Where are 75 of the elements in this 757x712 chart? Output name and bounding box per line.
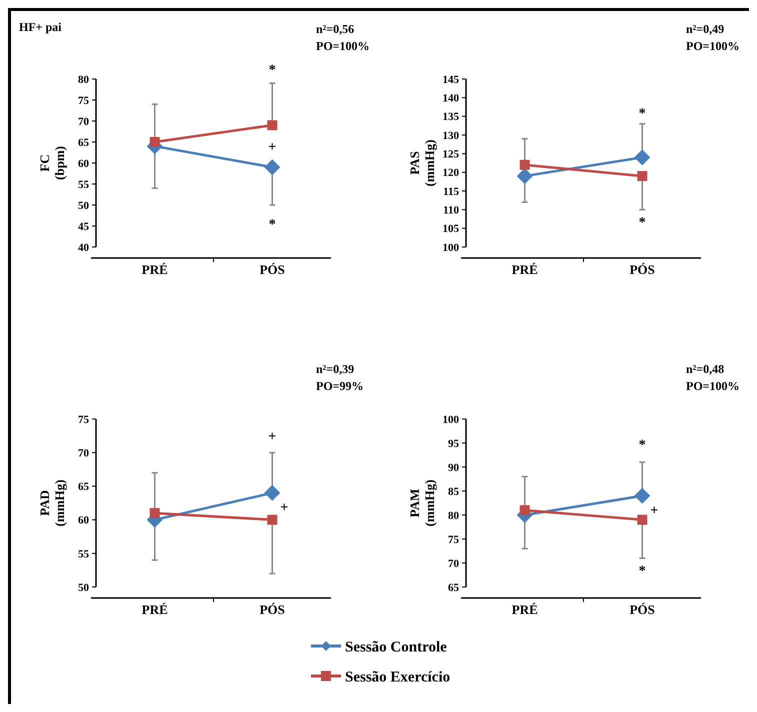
point [637,514,648,525]
x-tick-label: PÓS [630,262,655,277]
y-tick-label: 80 [448,510,460,522]
annotation: + [268,430,276,445]
point [264,484,280,501]
x-tick-label: PÓS [260,262,285,277]
point [264,159,280,176]
annotation: * [638,216,646,231]
x-tick-label: PRÉ [512,262,538,277]
y-tick-label: 60 [78,158,90,170]
y-tick-label: 70 [78,447,90,460]
point [634,488,650,504]
text: * [268,62,276,78]
y-tick-label: 50 [78,200,90,212]
y-tick-label: 75 [448,534,460,546]
y-tick-label: 65 [78,481,90,494]
y-axis-title: PAS (mmHg) [407,140,437,186]
y-tick-label: 95 [448,438,460,450]
y-tick-label: 135 [442,111,460,124]
y-tick-label: 115 [443,186,460,198]
annotation: + [268,140,276,156]
y-tick-label: 120 [442,167,460,180]
point [150,137,160,147]
y-tick-label: 70 [78,116,90,128]
y-axis-title: PAD (mmHg) [37,480,67,526]
y-tick-label: 90 [448,462,460,474]
y-axis-title: PAM (mmHg) [407,480,437,526]
point [267,120,278,130]
y-tick-label: 40 [78,242,90,254]
x-tick-label: PRÉ [142,262,168,277]
annotation: * [638,106,646,122]
y-tick-label: 100 [442,414,460,426]
y-tick-label: 75 [78,94,90,107]
y-tick-label: 55 [78,548,90,560]
y-tick-label: 65 [78,136,90,149]
annotation: * [638,438,646,454]
y-tick-label: 110 [443,204,460,217]
y-tick-label: 45 [78,220,90,233]
annotation: * [268,217,276,232]
y-axis-title: FC (bpm) [37,146,67,180]
y-tick-label: 125 [442,148,460,161]
text: n²=0,48 PO=100% [686,362,740,393]
y-tick-label: 60 [78,514,90,527]
x-tick-label: PÓS [260,602,285,617]
annotation: + [650,504,658,519]
x-tick-label: PRÉ [142,602,168,617]
point [520,505,530,516]
text: HF+ pai [19,20,62,34]
y-tick-label: 65 [448,582,460,594]
text: n²=0,56 PO=100% [316,22,370,53]
point [150,508,160,518]
point [520,160,530,170]
text: n²=0,39 PO=99% [316,362,364,393]
annotation: + [280,500,288,516]
legend-label: Sessão Exercício [345,669,450,686]
annotation: * [638,564,646,580]
legend-label: Sessão Controle [345,639,448,656]
y-tick-label: 70 [448,558,460,570]
y-tick-label: 50 [78,582,90,594]
point [267,514,278,525]
point [637,171,648,182]
x-tick-label: PÓS [630,602,655,617]
y-tick-label: 145 [442,74,460,86]
x-tick-label: PRÉ [512,602,538,617]
y-tick-label: 130 [442,130,460,142]
y-tick-label: 85 [448,486,460,498]
point [516,168,533,184]
y-tick-label: 80 [78,74,90,86]
y-tick-label: 105 [442,223,460,236]
y-tick-label: 75 [78,414,90,426]
point [634,149,650,166]
y-tick-label: 55 [78,178,90,191]
y-tick-label: 100 [442,242,460,254]
y-tick-label: 140 [442,92,460,105]
text: n²=0,49 PO=100% [686,22,740,53]
